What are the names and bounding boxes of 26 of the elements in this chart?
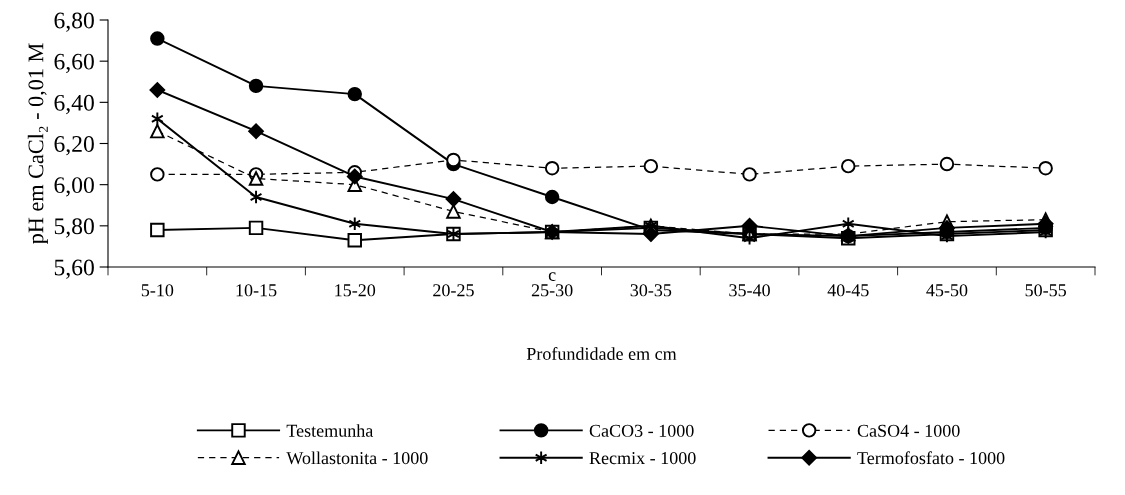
legend-label: Wollastonita - 1000 [286, 451, 428, 465]
x-tick-label: 40-45 [827, 284, 869, 297]
y-tick-label: 6,40 [54, 94, 94, 115]
text: c [548, 272, 556, 281]
x-tick-label: 30-35 [630, 284, 672, 297]
y-tick-label: 6,80 [54, 12, 94, 32]
x-tick-label: 25-30 [531, 284, 573, 297]
x-tick-label: 10-15 [236, 284, 277, 297]
legend-label: Testemunha [286, 424, 374, 437]
legend-label: CaSO4 - 1000 [857, 424, 960, 437]
legend-label: Termofosfato - 1000 [857, 451, 1005, 465]
legend-label: Recmix - 1000 [589, 451, 696, 465]
y-tick-label: 6,00 [54, 177, 94, 197]
x-tick-label: 20-25 [433, 284, 474, 297]
x-tick-label: 50-55 [1025, 284, 1067, 297]
y-tick-label: 5,80 [54, 218, 94, 238]
x-tick-label: 5-10 [141, 284, 174, 297]
x-tick-label: 35-40 [729, 284, 770, 297]
legend-label: CaCO3 - 1000 [589, 424, 694, 437]
y-tick-label: 5,60 [54, 259, 94, 279]
y-tick-label: 6,20 [54, 135, 94, 156]
x-axis-title: Profundidade em cm [526, 347, 677, 360]
y-tick-label: 6,60 [54, 53, 94, 73]
x-tick-label: 15-20 [335, 284, 376, 297]
y-axis-title: pH em CaCl₂ - 0,01 M [27, 43, 48, 244]
x-tick-label: 45-50 [926, 284, 968, 297]
